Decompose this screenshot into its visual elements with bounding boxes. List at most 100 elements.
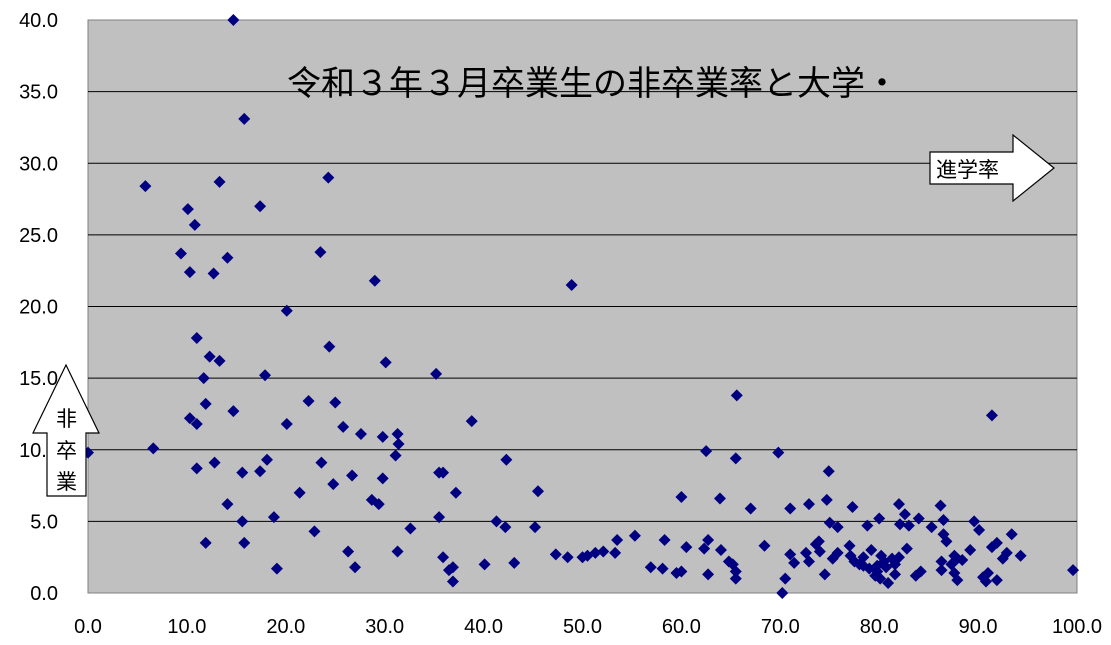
gridlines	[88, 91, 1077, 522]
data-point	[508, 556, 521, 569]
data-point	[446, 575, 459, 588]
data-point	[147, 442, 160, 455]
data-point	[680, 541, 693, 554]
x-annotation-arrow: 進学率	[929, 133, 1055, 203]
data-point	[788, 556, 801, 569]
data-point	[912, 512, 925, 525]
data-point	[354, 427, 367, 440]
x-tick-label: 100.0	[1052, 616, 1102, 638]
data-point	[183, 412, 196, 425]
data-point	[561, 551, 574, 564]
data-point	[280, 304, 293, 317]
y-tick-label: 5.0	[30, 511, 58, 533]
data-point	[656, 562, 669, 575]
data-point	[213, 354, 226, 367]
x-tick-label: 50.0	[563, 616, 602, 638]
data-point	[892, 551, 905, 564]
data-point	[925, 521, 938, 534]
data-point	[865, 544, 878, 557]
data-point	[990, 574, 1003, 587]
data-point	[478, 558, 491, 571]
data-point	[873, 512, 886, 525]
data-point	[980, 575, 993, 588]
data-point	[391, 427, 404, 440]
data-point	[861, 519, 874, 532]
y-tick-label: 15.0	[19, 368, 58, 390]
data-point	[1014, 549, 1027, 562]
x-annotation-label: 進学率	[936, 158, 999, 182]
data-point	[531, 485, 544, 498]
data-point	[892, 498, 905, 511]
data-point	[322, 171, 335, 184]
data-point	[293, 486, 306, 499]
data-point	[404, 522, 417, 535]
data-point	[329, 396, 342, 409]
data-point	[700, 445, 713, 458]
data-point	[935, 564, 948, 577]
data-point	[934, 499, 947, 512]
data-point	[342, 545, 355, 558]
data-point	[902, 519, 915, 532]
chart-title: 令和３年３月卒業生の非卒業率と大学・	[287, 64, 899, 104]
data-point	[327, 478, 340, 491]
data-point	[379, 356, 392, 369]
y-annotation-arrow: 非 卒 業	[32, 363, 100, 497]
data-point	[964, 544, 977, 557]
data-point	[199, 397, 212, 410]
data-point	[820, 493, 833, 506]
data-point	[270, 562, 283, 575]
data-point	[315, 456, 328, 469]
data-point	[589, 546, 602, 559]
data-point	[346, 469, 359, 482]
data-point	[985, 409, 998, 422]
data-point	[449, 486, 462, 499]
x-tick-label: 40.0	[464, 616, 503, 638]
x-tick-label: 80.0	[860, 616, 899, 638]
data-point	[529, 521, 542, 534]
data-point	[644, 561, 657, 574]
data-point	[981, 566, 994, 579]
data-point	[199, 536, 212, 549]
data-point	[337, 420, 350, 433]
y-annotation-label-3: 業	[56, 470, 77, 494]
data-point	[702, 568, 715, 581]
data-point	[308, 525, 321, 538]
data-point	[729, 565, 742, 578]
data-point	[181, 203, 194, 216]
data-point	[323, 340, 336, 353]
data-point	[227, 14, 240, 26]
data-point	[951, 574, 964, 587]
data-point	[430, 367, 443, 380]
data-point	[784, 548, 797, 561]
data-point	[221, 498, 234, 511]
data-point	[314, 246, 327, 259]
data-point	[190, 332, 203, 345]
data-point	[940, 535, 953, 548]
data-point	[823, 516, 836, 529]
data-point	[874, 572, 887, 585]
y-tick-label: 20.0	[19, 297, 58, 319]
data-point	[349, 561, 362, 574]
data-point	[900, 542, 913, 555]
data-point	[968, 515, 981, 528]
data-point	[437, 551, 450, 564]
y-annotation-label-2: 卒	[56, 439, 77, 463]
data-point	[822, 465, 835, 478]
x-tick-label: 70.0	[761, 616, 800, 638]
data-point	[744, 502, 757, 515]
data-point	[372, 498, 385, 511]
data-point	[368, 274, 381, 287]
y-tick-label: 25.0	[19, 225, 58, 247]
data-point	[174, 247, 187, 260]
data-point	[190, 462, 203, 475]
data-point	[389, 449, 402, 462]
data-point	[261, 453, 274, 466]
data-point	[898, 508, 911, 521]
data-point	[857, 551, 870, 564]
data-point	[843, 539, 856, 552]
data-point	[549, 548, 562, 561]
data-point	[609, 546, 622, 559]
data-point	[802, 498, 815, 511]
data-point	[831, 546, 844, 559]
data-point	[779, 572, 792, 585]
